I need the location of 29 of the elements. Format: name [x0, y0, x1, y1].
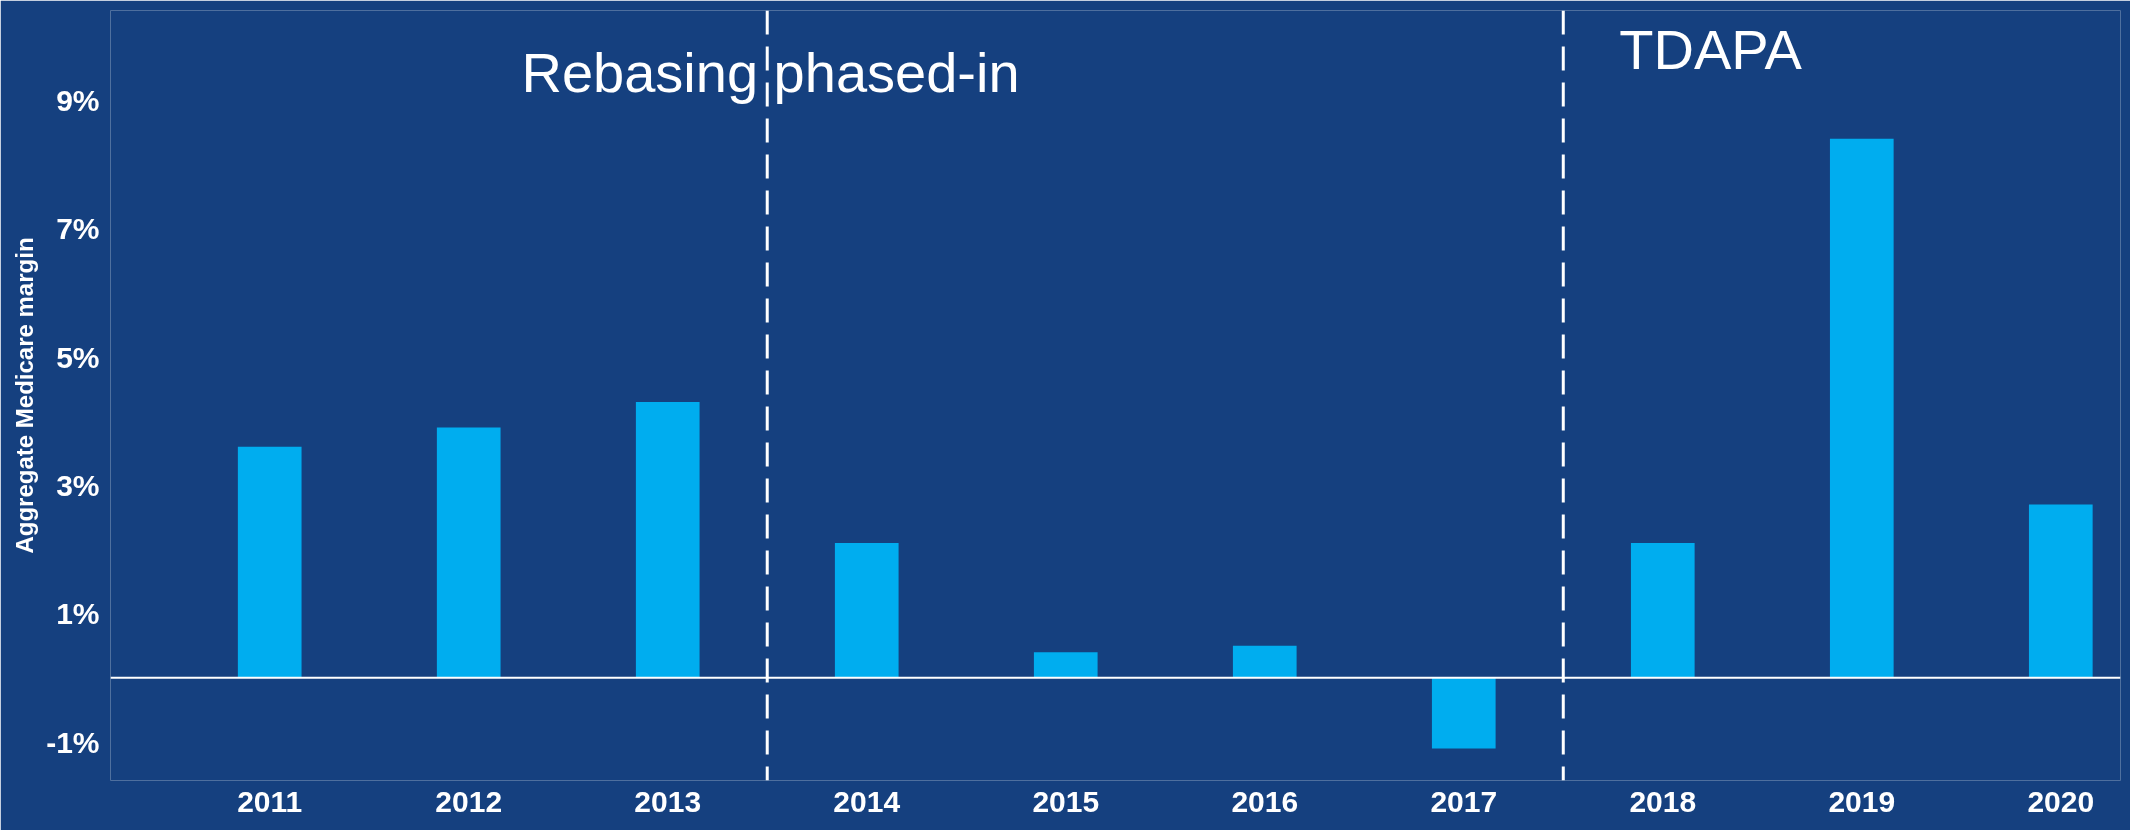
- y-tick-label: -1%: [46, 725, 100, 759]
- x-tick-label: 2020: [2027, 784, 2095, 818]
- bar: [237, 446, 302, 678]
- annotation: TDAPA: [1619, 17, 1803, 81]
- bar: [2028, 504, 2093, 678]
- x-tick-label: 2011: [237, 784, 303, 818]
- bar: [1829, 138, 1894, 678]
- bar: [436, 427, 501, 678]
- y-tick-label: 1%: [56, 597, 100, 631]
- bar: [1431, 677, 1496, 749]
- bar: [834, 543, 899, 678]
- annotation: Rebasing phased-in: [521, 40, 1020, 104]
- x-tick-label: 2017: [1430, 784, 1498, 818]
- x-tick-label: 2012: [435, 784, 503, 818]
- bar: [1630, 543, 1695, 678]
- x-tick-label: 2019: [1828, 784, 1896, 818]
- x-tick-label: 2018: [1629, 784, 1697, 818]
- y-tick-label: 3%: [56, 468, 100, 502]
- bar: [1232, 645, 1297, 678]
- bar: [635, 401, 700, 678]
- y-axis-title: Aggregate Medicare margin: [11, 237, 39, 554]
- x-tick-label: 2014: [833, 784, 901, 818]
- x-tick-label: 2013: [634, 784, 702, 818]
- y-tick-label: 5%: [56, 340, 100, 374]
- y-tick-label: 9%: [56, 83, 100, 117]
- x-tick-label: 2015: [1032, 784, 1100, 818]
- x-tick-label: 2016: [1231, 784, 1299, 818]
- bar: [1033, 652, 1098, 678]
- y-tick-label: 7%: [56, 212, 100, 246]
